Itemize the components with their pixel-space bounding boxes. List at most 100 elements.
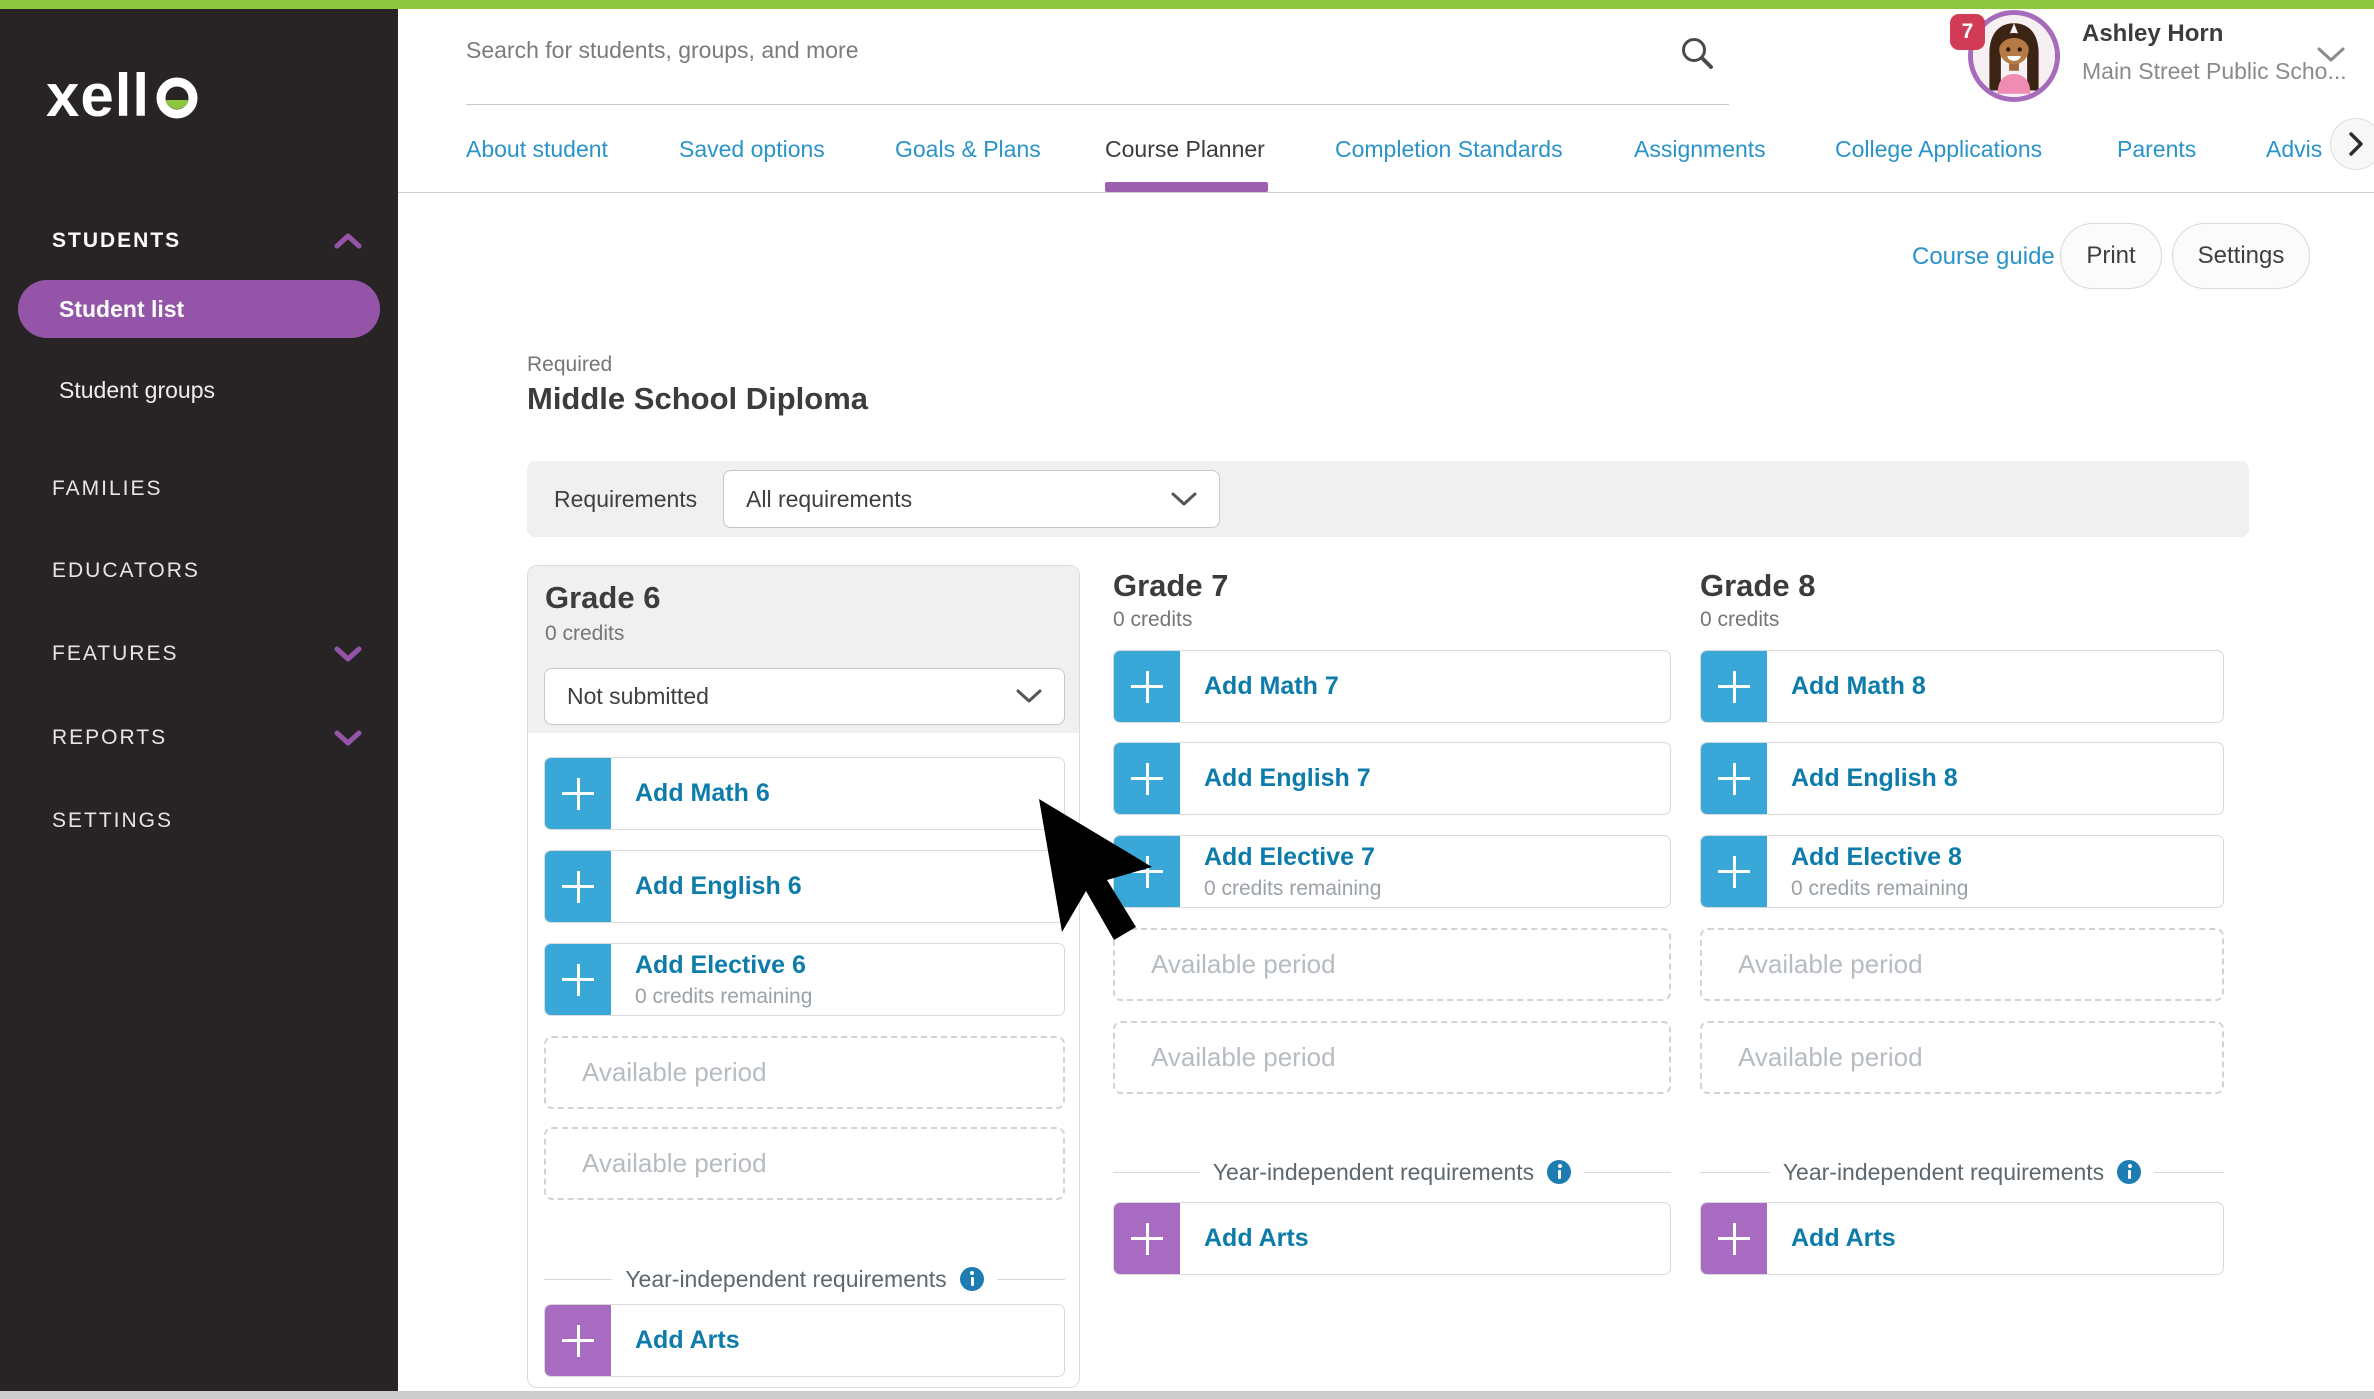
chevron-down-icon [1016, 689, 1042, 704]
sidebar-item-educators[interactable]: EDUCATORS [52, 559, 362, 583]
sidebar-item-student-groups[interactable]: Student groups [59, 377, 215, 404]
course-guide-link[interactable]: Course guide [1912, 243, 2055, 270]
print-label: Print [2086, 242, 2136, 269]
grade-7-title: Grade 7 [1113, 568, 1229, 603]
available-period-label: Available period [582, 1148, 767, 1178]
slot-label: Add Elective 7 [1204, 842, 1375, 871]
grade-6-available-period-1[interactable]: Available period [544, 1036, 1065, 1109]
add-math-6-slot[interactable]: Add Math 6 [544, 757, 1065, 830]
grade-8-add-arts-slot[interactable]: Add Arts [1700, 1202, 2224, 1275]
tab-assignments[interactable]: Assignments [1634, 136, 1766, 162]
grade-7-available-period-2[interactable]: Available period [1113, 1021, 1671, 1094]
tab-goals-plans[interactable]: Goals & Plans [895, 136, 1041, 162]
sidebar-item-features[interactable]: FEATURES [52, 642, 362, 666]
grade-6-status-select[interactable]: Not submitted [544, 668, 1065, 725]
user-menu-chevron-icon[interactable] [2316, 46, 2346, 64]
plus-icon [1114, 651, 1180, 722]
info-icon[interactable] [1547, 1160, 1572, 1184]
settings-button-label: Settings [2197, 242, 2285, 269]
plus-icon [1701, 836, 1767, 907]
print-button[interactable]: Print [2060, 223, 2162, 289]
plus-icon [1701, 1203, 1767, 1274]
search-input[interactable]: Search for students, groups, and more [466, 37, 859, 63]
year-independent-label: Year-independent requirements [625, 1265, 947, 1292]
add-elective-7-slot[interactable]: Add Elective 7 0 credits remaining [1113, 835, 1671, 908]
grade-6-add-arts-slot[interactable]: Add Arts [544, 1304, 1065, 1377]
xello-logo[interactable]: xell [46, 61, 200, 130]
slot-label: Add English 6 [635, 872, 802, 900]
top-accent-bar [0, 0, 2374, 9]
info-icon[interactable] [2117, 1160, 2142, 1184]
window-bottom-edge [0, 1391, 2374, 1399]
tab-about-student[interactable]: About student [466, 136, 608, 162]
notification-badge[interactable]: 7 [1950, 14, 1985, 50]
families-label: FAMILIES [52, 477, 163, 500]
plus-icon [1114, 743, 1180, 814]
search-icon[interactable] [1680, 36, 1714, 70]
available-period-label: Available period [1151, 949, 1336, 979]
add-math-8-slot[interactable]: Add Math 8 [1700, 650, 2224, 723]
slot-sub-label: 0 credits remaining [1204, 876, 1382, 900]
tab-parents[interactable]: Parents [2117, 136, 2197, 162]
chevron-down-icon [1171, 492, 1197, 507]
info-icon[interactable] [959, 1267, 984, 1291]
slot-label: Add English 8 [1791, 764, 1958, 792]
logo-o-icon [154, 73, 200, 119]
plus-icon [545, 851, 611, 922]
requirements-select[interactable]: All requirements [723, 470, 1220, 528]
add-english-7-slot[interactable]: Add English 7 [1113, 742, 1671, 815]
grade-8-credits: 0 credits [1700, 608, 1780, 631]
grade-7-available-period-1[interactable]: Available period [1113, 928, 1671, 1001]
settings-button[interactable]: Settings [2172, 223, 2310, 289]
tab-saved-options[interactable]: Saved options [679, 136, 825, 162]
plus-icon [1701, 651, 1767, 722]
tab-course-planner[interactable]: Course Planner [1105, 136, 1265, 162]
sidebar-section-students[interactable]: STUDENTS [52, 229, 362, 253]
tab-advisors[interactable]: Advis [2266, 136, 2323, 162]
chevron-down-icon [334, 646, 362, 662]
sidebar-item-settings[interactable]: SETTINGS [52, 809, 362, 833]
add-elective-6-slot[interactable]: Add Elective 6 0 credits remaining [544, 943, 1065, 1016]
grade-7-add-arts-slot[interactable]: Add Arts [1113, 1202, 1671, 1275]
slot-sub-label: 0 credits remaining [635, 984, 813, 1008]
sidebar-item-student-list[interactable]: Student list [18, 280, 380, 338]
add-english-6-slot[interactable]: Add English 6 [544, 850, 1065, 923]
tabs-scroll-right-button[interactable] [2330, 118, 2374, 170]
slot-label: Add Elective 8 [1791, 842, 1962, 871]
search-underline [466, 104, 1729, 105]
chevron-down-icon [334, 730, 362, 746]
grade-7-credits: 0 credits [1113, 608, 1193, 631]
user-school: Main Street Public Scho... [2082, 58, 2347, 84]
add-elective-8-slot[interactable]: Add Elective 8 0 credits remaining [1700, 835, 2224, 908]
chevron-up-icon [334, 233, 362, 249]
slot-label: Add Math 6 [635, 779, 770, 807]
user-name: Ashley Horn [2082, 20, 2224, 47]
add-english-8-slot[interactable]: Add English 8 [1700, 742, 2224, 815]
grade-6-available-period-2[interactable]: Available period [544, 1127, 1065, 1200]
chevron-right-icon [2346, 131, 2366, 157]
grade-8-available-period-2[interactable]: Available period [1700, 1021, 2224, 1094]
tab-college-applications[interactable]: College Applications [1835, 136, 2043, 162]
grade-6-year-independent-divider: Year-independent requirements [544, 1265, 1065, 1293]
grade-8-available-period-1[interactable]: Available period [1700, 928, 2224, 1001]
sidebar-item-families[interactable]: FAMILIES [52, 477, 362, 501]
tab-completion-standards[interactable]: Completion Standards [1335, 136, 1563, 162]
avatar[interactable] [1968, 10, 2060, 102]
tabbar-border [398, 192, 2374, 193]
grade-7-column: Grade 7 0 credits Add Math 7 Add English… [1113, 565, 1671, 1305]
slot-label: Add Arts [1791, 1224, 1896, 1252]
slot-label: Add Math 7 [1204, 672, 1339, 700]
available-period-label: Available period [1738, 1042, 1923, 1072]
features-label: FEATURES [52, 642, 179, 665]
grade-8-title: Grade 8 [1700, 568, 1816, 603]
available-period-label: Available period [1151, 1042, 1336, 1072]
slot-sub-label: 0 credits remaining [1791, 876, 1969, 900]
settings-label: SETTINGS [52, 809, 174, 832]
requirements-value: All requirements [746, 485, 913, 512]
sidebar-item-reports[interactable]: REPORTS [52, 726, 362, 750]
add-math-7-slot[interactable]: Add Math 7 [1113, 650, 1671, 723]
slot-label: Add Arts [635, 1326, 740, 1354]
slot-label: Add Elective 6 [635, 950, 806, 979]
requirements-label: Requirements [554, 485, 698, 512]
